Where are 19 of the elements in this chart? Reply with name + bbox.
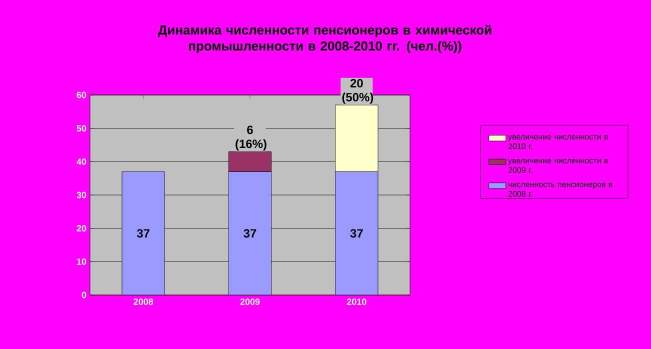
x-tick-label: 2009 bbox=[240, 298, 260, 305]
data-label: 37 bbox=[350, 229, 363, 238]
x-tick-label: 2008 bbox=[134, 298, 154, 305]
data-label: 6 (16%) bbox=[236, 126, 266, 150]
y-tick-label: 50 bbox=[76, 125, 86, 132]
chart-title: Динамика численности пенсионеров в химической промышленности в 2008-2010 гг. (чел.(%)) bbox=[158, 24, 492, 54]
legend-label: увеличение численности в 2009 г. bbox=[508, 159, 608, 173]
x-tick-label: 2010 bbox=[346, 298, 366, 305]
data-label: 20 (50%) bbox=[342, 78, 374, 104]
y-tick-label: 0 bbox=[82, 292, 86, 298]
y-tick-label: 20 bbox=[76, 225, 86, 232]
legend-label: увеличение численности в 2010 г. bbox=[508, 135, 608, 150]
y-tick-label: 60 bbox=[76, 92, 86, 98]
data-label: 37 bbox=[244, 229, 256, 238]
data-label: 37 bbox=[136, 229, 150, 238]
legend-label: численность пенсионеров в 2008 г. bbox=[508, 182, 612, 197]
y-tick-label: 10 bbox=[77, 258, 86, 265]
y-tick-label: 30 bbox=[76, 192, 86, 198]
y-tick-label: 40 bbox=[76, 158, 86, 165]
